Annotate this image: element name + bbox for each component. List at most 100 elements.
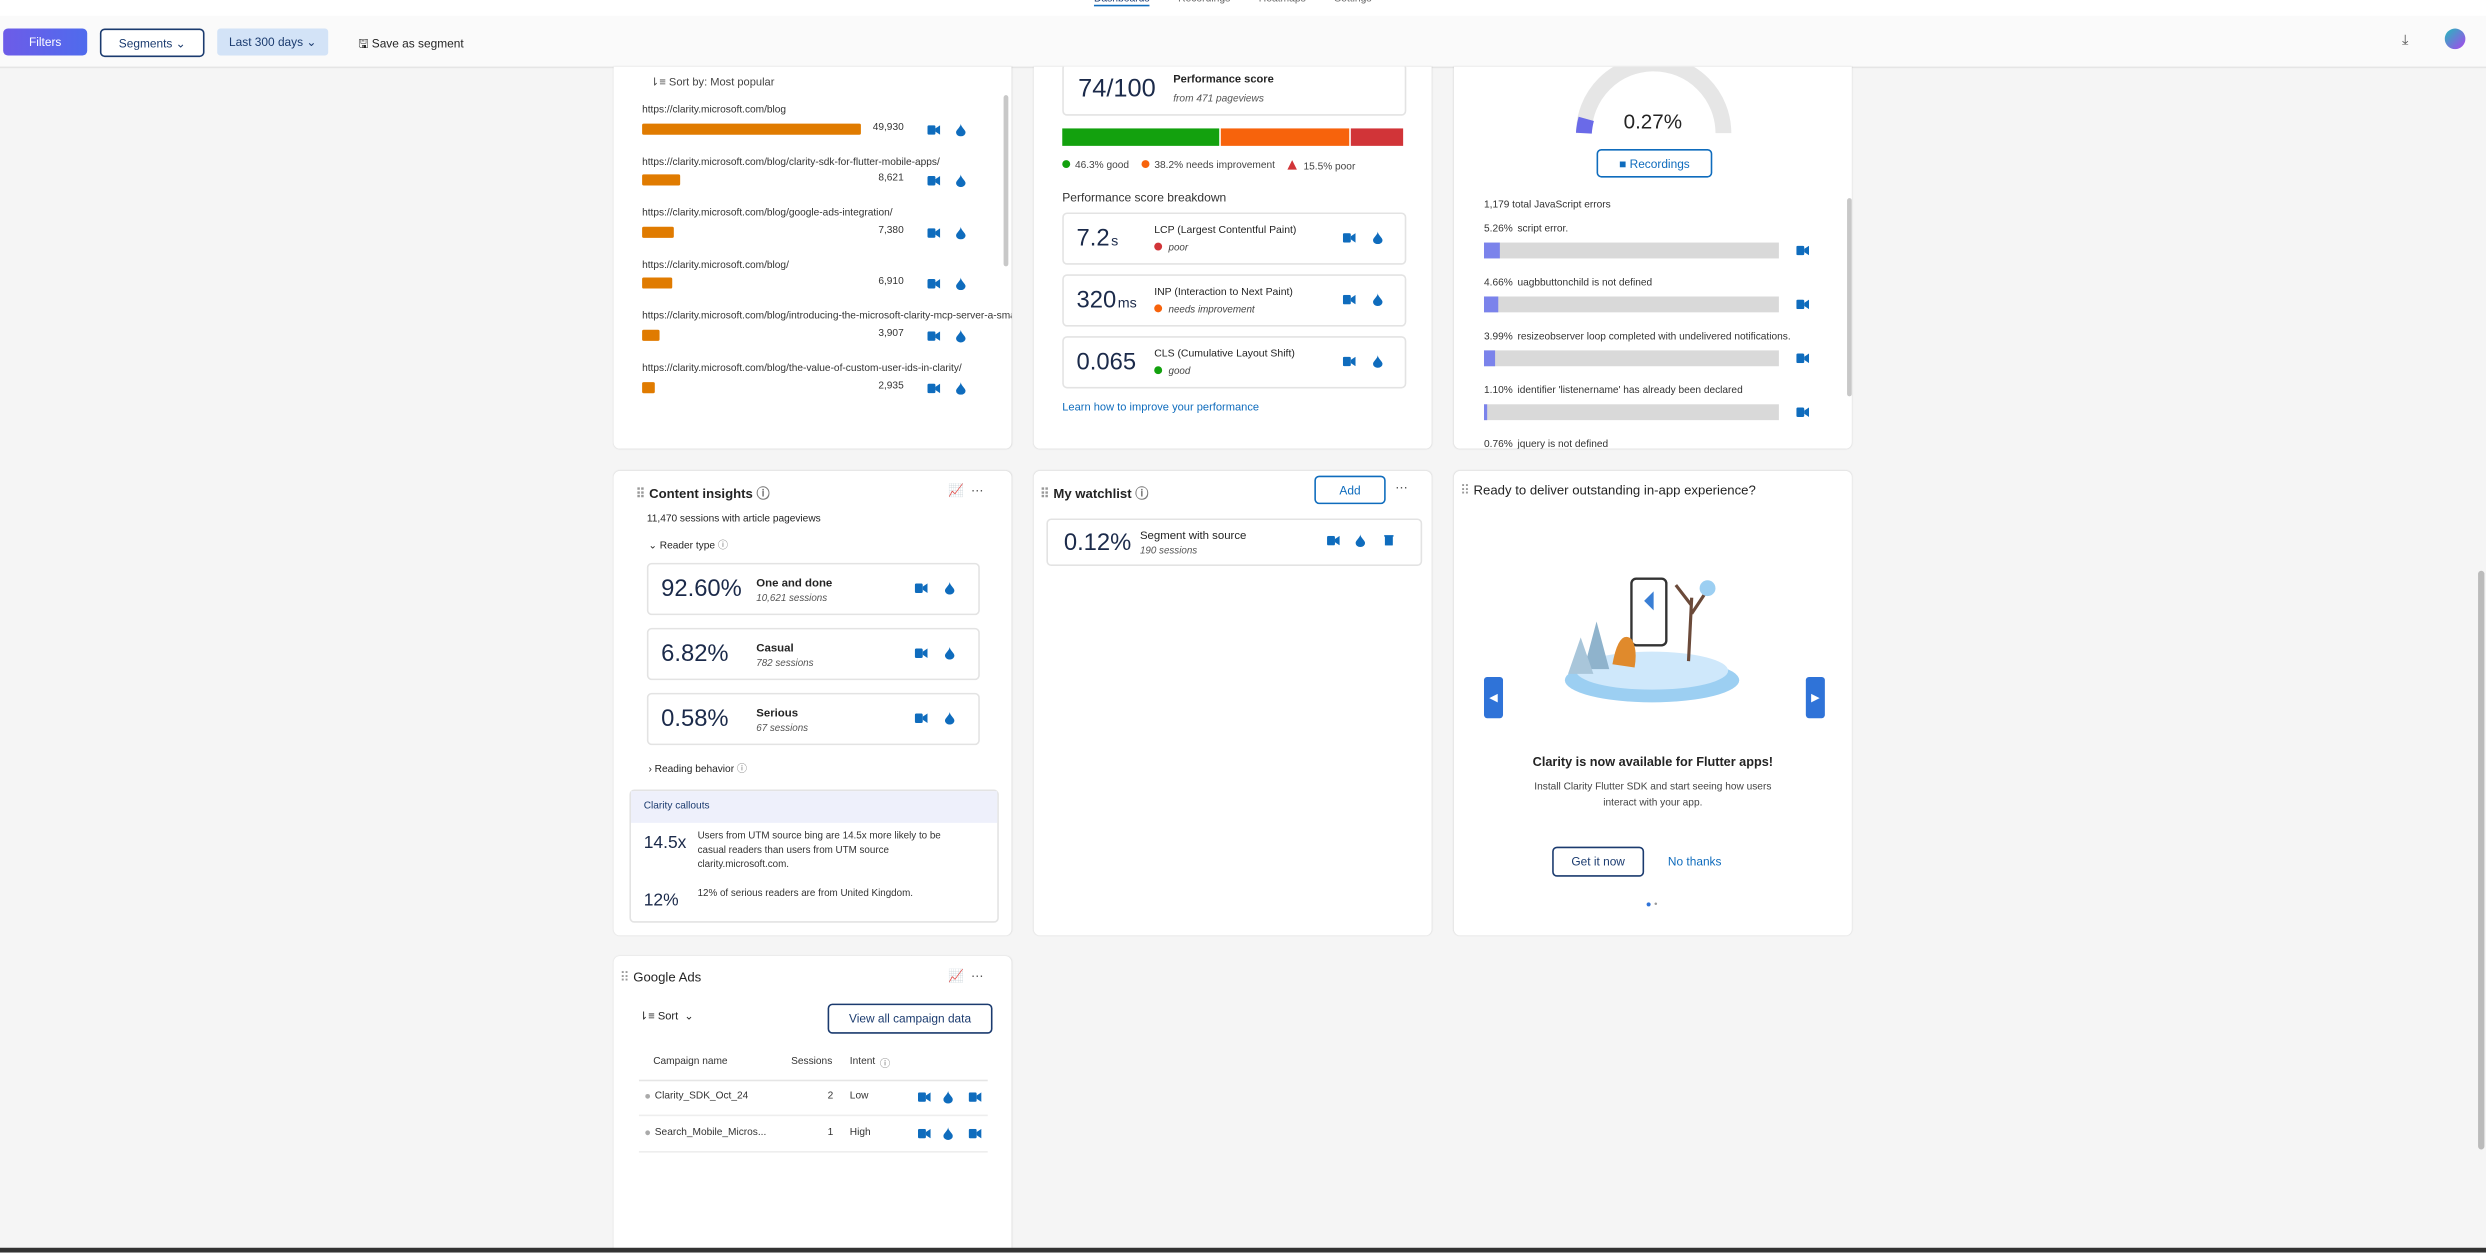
heatmap-icon[interactable] — [1373, 231, 1383, 245]
camera-icon[interactable] — [1796, 245, 1810, 256]
camera-icon[interactable] — [968, 1128, 982, 1139]
filters-button[interactable]: Filters — [3, 28, 88, 56]
save-segment-button[interactable]: 🖫 Save as segment — [358, 36, 464, 51]
camera-icon[interactable] — [927, 227, 941, 238]
pages-card: ⇂≡ Sort by: Most popular https://clarity… — [613, 66, 1012, 449]
add-button[interactable]: Add — [1314, 475, 1386, 505]
icon — [1384, 534, 1394, 547]
page-count: 8,621 — [878, 173, 904, 185]
copilot-icon[interactable] — [2444, 28, 2466, 50]
watch-box: 0.12% Segment with source 190 sessions — [1046, 518, 1423, 567]
download-icon[interactable]: ⤓ — [2401, 31, 2409, 48]
error-label: 0.76% jquery is not defined — [1484, 439, 1608, 449]
camera-icon[interactable] — [917, 1128, 931, 1139]
heatmap-icon[interactable] — [1373, 355, 1383, 368]
metric-box: 7.2 s LCP (Largest Contentful Paint) poor — [1062, 212, 1407, 265]
camera-icon[interactable] — [927, 124, 941, 135]
camera-icon[interactable] — [1796, 407, 1810, 417]
icon-part — [1373, 293, 1383, 306]
legend-swatch — [1287, 160, 1298, 170]
watch-name: Segment with source — [1139, 527, 1247, 543]
error-track — [1483, 296, 1779, 313]
heatmap-icon[interactable] — [944, 646, 955, 660]
callout-value: 14.5x — [643, 833, 687, 853]
icon-part — [1804, 407, 1810, 417]
view-all-button[interactable]: View all campaign data — [827, 1003, 993, 1034]
get-it-button[interactable]: Get it now — [1552, 846, 1645, 877]
icon — [956, 381, 966, 395]
reading-behavior-label: Reading behavior — [654, 764, 735, 776]
icon — [927, 124, 941, 135]
heatmap-icon[interactable] — [943, 1090, 953, 1104]
error-track — [1483, 404, 1779, 421]
camera-icon[interactable] — [927, 382, 941, 393]
cell: Clarity_SDK_Oct_24 — [654, 1090, 749, 1102]
score-label: Performance score — [1173, 74, 1274, 86]
icon-part — [935, 124, 941, 135]
heatmap-icon[interactable] — [956, 174, 966, 188]
heatmap-icon[interactable] — [956, 381, 966, 395]
icon — [1373, 355, 1383, 368]
phone-logo — [1644, 591, 1654, 611]
icon-part — [1804, 245, 1810, 256]
camera-icon[interactable] — [917, 1092, 931, 1102]
error-text: resizeobserver loop completed with undel… — [1517, 331, 1791, 343]
camera-icon[interactable] — [1342, 294, 1356, 305]
error-pct: 1.10% — [1483, 385, 1513, 397]
camera-icon[interactable] — [1796, 353, 1810, 364]
reader-pct: 92.60% — [661, 575, 742, 603]
camera-icon[interactable] — [914, 713, 928, 723]
heatmap-icon[interactable] — [943, 1127, 953, 1140]
learn-link[interactable]: Learn how to improve your performance — [1062, 402, 1260, 414]
camera-icon[interactable] — [914, 648, 928, 658]
segments-button[interactable]: Segments ⌄ — [99, 28, 205, 58]
camera-icon[interactable] — [914, 583, 928, 593]
metric-unit: ms — [1117, 294, 1137, 311]
card-actions[interactable]: 📈 ⋯ — [948, 968, 984, 983]
cell: Search_Mobile_Micros... — [654, 1127, 767, 1139]
sort-control[interactable]: ⇂≡ Sort by: Most popular — [650, 77, 775, 89]
heatmap-icon[interactable] — [1355, 534, 1366, 547]
date-range-button[interactable]: Last 300 days ⌄ — [217, 28, 329, 56]
camera-icon[interactable] — [1342, 233, 1356, 243]
heatmap-icon[interactable] — [956, 278, 966, 291]
heatmap-icon[interactable] — [956, 123, 966, 136]
legend-label: 46.3% good — [1074, 160, 1130, 172]
heatmap-icon[interactable] — [1373, 293, 1383, 306]
more-button[interactable]: ⋯ — [1395, 480, 1408, 495]
prev-button[interactable]: ◀ — [1483, 676, 1504, 719]
status-dot — [1154, 242, 1163, 251]
camera-icon[interactable] — [927, 176, 941, 186]
sort-control[interactable]: ⇂≡ Sort ⌄ — [638, 1011, 694, 1023]
icon-part — [917, 1092, 926, 1102]
title-text: Google Ads — [633, 968, 702, 985]
icon-part — [935, 331, 941, 341]
camera-icon[interactable] — [1327, 535, 1340, 546]
reading-behavior-toggle[interactable]: › Reading behavior ⓘ — [648, 764, 748, 776]
camera-icon[interactable] — [1796, 299, 1810, 310]
camera-icon[interactable] — [927, 331, 941, 341]
card-title: ⠿ Google Ads — [619, 968, 702, 985]
page-row: https://clarity.microsoft.com/blog/the-v… — [642, 363, 983, 397]
heatmap-icon[interactable] — [944, 581, 955, 595]
heatmap-icon[interactable] — [956, 329, 966, 343]
card-actions[interactable]: 📈 ⋯ — [948, 483, 984, 498]
no-thanks-button[interactable]: No thanks — [1667, 854, 1722, 869]
icon — [927, 176, 941, 186]
next-button[interactable]: ▶ — [1805, 676, 1825, 719]
heatmap-icon[interactable] — [956, 226, 966, 240]
error-text: script error. — [1517, 223, 1569, 235]
reader-name: Serious — [756, 705, 799, 720]
heatmap-icon[interactable] — [944, 711, 955, 725]
metric-value: 320 ms — [1077, 287, 1137, 314]
recordings-button[interactable]: ■ Recordings — [1596, 149, 1713, 178]
sort-label: Sort — [657, 1011, 679, 1023]
camera-icon[interactable] — [927, 279, 941, 290]
camera-icon[interactable] — [968, 1092, 982, 1102]
metric-number: 0.065 — [1076, 348, 1137, 376]
metric-box: 0.065 CLS (Cumulative Layout Shift) good — [1062, 336, 1407, 389]
delete-icon[interactable] — [1384, 534, 1394, 547]
camera-icon[interactable] — [1342, 356, 1356, 367]
reader-type-toggle[interactable]: ⌄ Reader type ⓘ — [648, 540, 728, 552]
icon — [1796, 299, 1810, 310]
